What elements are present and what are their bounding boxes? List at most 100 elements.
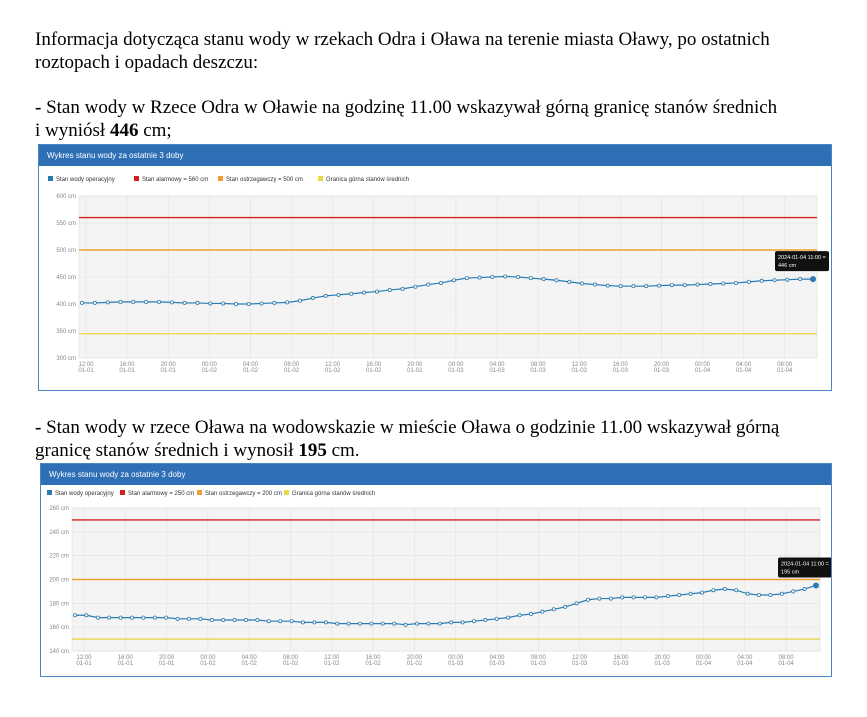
x-tick-date: 01-02 [200, 661, 216, 667]
data-point [426, 282, 431, 287]
x-tick-time: 08:00 [779, 655, 795, 661]
x-tick-time: 20:00 [407, 655, 423, 661]
x-tick-time: 16:00 [118, 655, 134, 661]
legend-label: Stan ostrzegawczy = 200 cm [205, 491, 282, 497]
y-tick-label: 600 cm [56, 194, 76, 200]
tooltip-line-1: 2024-01-04 11:00 = [778, 255, 826, 261]
x-tick-time: 04:00 [736, 362, 752, 368]
x-tick-date: 01-02 [325, 368, 341, 374]
data-point [451, 278, 456, 283]
data-point [105, 300, 110, 305]
x-tick-time: 12:00 [572, 655, 588, 661]
data-point [471, 619, 476, 624]
data-point [259, 301, 264, 306]
data-point [232, 618, 237, 623]
x-tick-date: 01-03 [572, 368, 588, 374]
x-tick-time: 12:00 [572, 362, 588, 368]
data-point [374, 289, 379, 294]
x-tick-time: 12:00 [324, 655, 340, 661]
legend-swatch [134, 176, 139, 181]
data-point [369, 621, 374, 626]
data-point [734, 588, 739, 593]
x-tick-date: 01-03 [448, 368, 464, 374]
x-tick-time: 12:00 [78, 362, 94, 368]
intro-paragraph: Informacja dotycząca stanu wody w rzekac… [35, 29, 770, 73]
legend-label: Granica górna stanów średnich [326, 177, 409, 183]
data-point [221, 618, 226, 623]
tooltip-line-2: 195 cm [781, 569, 799, 575]
data-point [580, 281, 585, 286]
data-point [460, 620, 465, 625]
data-point [198, 616, 203, 621]
y-tick-label: 260 cm [49, 506, 69, 512]
x-tick-date: 01-03 [489, 368, 505, 374]
x-tick-date: 01-02 [284, 368, 300, 374]
data-point [107, 615, 112, 620]
x-tick-time: 08:00 [777, 362, 793, 368]
data-point [516, 275, 521, 280]
data-point [563, 604, 568, 609]
data-point [335, 621, 340, 626]
data-point [413, 284, 418, 289]
data-point [586, 597, 591, 602]
data-point [387, 287, 392, 292]
y-tick-label: 350 cm [56, 329, 76, 335]
data-point [130, 615, 135, 620]
data-point [380, 621, 385, 626]
data-point [186, 616, 191, 621]
data-point [677, 592, 682, 597]
data-point [631, 284, 636, 289]
y-tick-label: 140 cm [49, 649, 69, 655]
data-point [682, 283, 687, 288]
x-tick-date: 01-03 [489, 661, 505, 667]
data-point [346, 621, 351, 626]
data-point [278, 619, 283, 624]
data-point [156, 299, 161, 304]
data-point [169, 300, 174, 305]
y-tick-label: 240 cm [49, 530, 69, 536]
x-tick-time: 20:00 [654, 362, 670, 368]
data-point [323, 293, 328, 298]
x-tick-time: 00:00 [448, 655, 464, 661]
data-point [711, 588, 716, 593]
data-point [657, 283, 662, 288]
olawa-text-before: Stan wody w rzece Oława na wodowskazie w… [35, 417, 780, 461]
data-point [798, 277, 803, 282]
data-point [574, 601, 579, 606]
data-point [757, 592, 762, 597]
data-point [745, 591, 750, 596]
odra-chart-title: Wykres stanu wody za ostatnie 3 doby [39, 145, 831, 166]
data-point [768, 592, 773, 597]
x-tick-date: 01-04 [736, 368, 752, 374]
data-point [483, 618, 488, 623]
legend-swatch [218, 176, 223, 181]
data-point [141, 615, 146, 620]
data-point [503, 274, 508, 279]
odra-text-before: Stan wody w Rzece Odra w Oławie na godzi… [35, 97, 778, 141]
data-point [426, 621, 431, 626]
x-tick-date: 01-03 [613, 661, 629, 667]
data-point [221, 301, 226, 306]
legend-label: Stan wody operacyjny [55, 491, 114, 497]
x-tick-time: 20:00 [161, 362, 177, 368]
data-point [323, 620, 328, 625]
data-point [477, 275, 482, 280]
data-point [490, 275, 495, 280]
data-point [688, 591, 693, 596]
x-tick-date: 01-04 [777, 368, 793, 374]
x-tick-date: 01-04 [737, 661, 753, 667]
data-point [255, 618, 260, 623]
x-tick-time: 12:00 [76, 655, 92, 661]
data-point [506, 615, 511, 620]
y-tick-label: 450 cm [56, 275, 76, 281]
x-tick-time: 00:00 [695, 362, 711, 368]
data-point [437, 621, 442, 626]
odra-chart: Stan wody operacyjny Stan alarmowy = 560 … [48, 176, 829, 374]
data-point [813, 582, 820, 589]
y-tick-label: 200 cm [49, 578, 69, 584]
legend-label: Granica górna stanów średnich [292, 491, 375, 497]
data-point [791, 589, 796, 594]
data-point [722, 587, 727, 592]
x-tick-date: 01-04 [696, 661, 712, 667]
data-point [312, 620, 317, 625]
